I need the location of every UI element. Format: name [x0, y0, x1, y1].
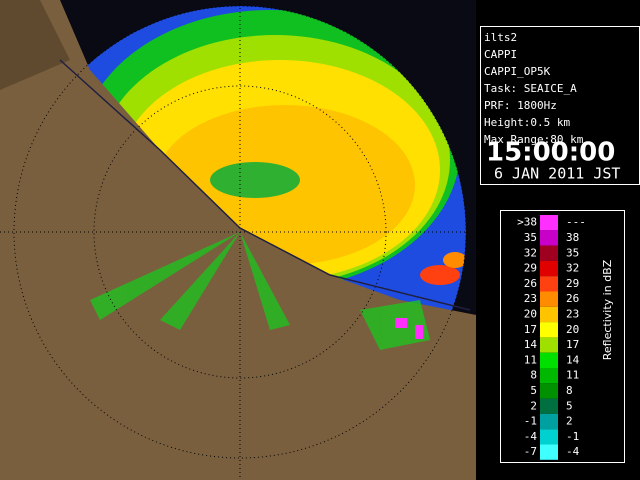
time: 15:00:00	[486, 138, 615, 168]
legend-high: 35	[566, 246, 579, 259]
legend-low: 29	[524, 262, 537, 275]
legend-high: ---	[566, 216, 586, 229]
terrain-shade	[0, 0, 70, 90]
legend-swatch	[540, 260, 558, 277]
info-line: ilts2	[484, 31, 517, 44]
range-rings	[0, 0, 476, 480]
legend-low: -4	[524, 430, 538, 443]
legend-high: 26	[566, 292, 579, 305]
info-line: CAPPI	[484, 48, 517, 61]
legend-swatch	[540, 413, 558, 430]
legend-high: 32	[566, 262, 579, 275]
info-panel	[480, 26, 640, 185]
coastline	[59, 59, 471, 311]
legend-high: 29	[566, 277, 579, 290]
legend-swatch	[540, 398, 558, 414]
land-echo	[90, 232, 430, 350]
legend-high: 38	[566, 231, 579, 244]
legend-swatch	[540, 444, 558, 460]
legend-swatch	[540, 337, 558, 353]
legend-low: 17	[524, 323, 537, 336]
info-line: PRF: 1800Hz	[484, 99, 557, 112]
legend-swatch	[540, 429, 558, 445]
legend-high: 8	[566, 384, 573, 397]
legend-low: 8	[530, 369, 537, 382]
legend-swatch	[540, 322, 558, 338]
info-line: Height:0.5 km	[484, 116, 570, 129]
info-line: Max Range:80 km	[484, 133, 584, 146]
legend-high: 14	[566, 353, 580, 366]
legend-low: -7	[524, 445, 537, 458]
terrain	[0, 0, 476, 480]
info-line: Task: SEAICE_A	[484, 82, 577, 95]
legend-high: 11	[566, 369, 579, 382]
legend-high: 5	[566, 399, 573, 412]
legend-low: -1	[524, 415, 537, 428]
legend-low: 2	[530, 399, 537, 412]
legend-swatch	[540, 368, 558, 384]
legend-high: -4	[566, 445, 580, 458]
info-lines: ilts2 CAPPI CAPPI_OP5K Task: SEAICE_A PRF: 1…	[484, 31, 584, 146]
legend: >38 --- 35 38 32 35 29 32 26 29 23 26 20 23 17 20 14 17 11…	[517, 215, 586, 460]
legend-swatch	[540, 352, 558, 368]
legend-low: 14	[524, 338, 538, 351]
legend-swatch	[540, 383, 558, 399]
legend-low: >38	[517, 216, 537, 229]
legend-low: 35	[524, 231, 537, 244]
map	[0, 0, 476, 480]
legend-low: 20	[524, 307, 537, 320]
legend-high: 17	[566, 338, 579, 351]
legend-high: -1	[566, 430, 579, 443]
legend-high: 23	[566, 307, 579, 320]
legend-swatch	[540, 245, 558, 261]
legend-low: 32	[524, 246, 537, 259]
legend-high: 20	[566, 323, 579, 336]
legend-low: 23	[524, 292, 537, 305]
legend-swatch	[540, 230, 558, 246]
info-line: CAPPI_OP5K	[484, 65, 551, 78]
legend-title: Reflectivity in dBZ	[601, 259, 614, 360]
strong-echo	[395, 318, 423, 339]
legend-swatch	[540, 215, 558, 231]
legend-swatch	[540, 306, 558, 323]
legend-box	[500, 210, 625, 463]
legend-low: 11	[524, 353, 537, 366]
legend-low: 26	[524, 277, 537, 290]
legend-swatch	[540, 276, 558, 292]
legend-swatch	[540, 291, 558, 307]
date: 6 JAN 2011 JST	[494, 165, 620, 183]
legend-low: 5	[530, 384, 537, 397]
legend-high: 2	[566, 415, 573, 428]
